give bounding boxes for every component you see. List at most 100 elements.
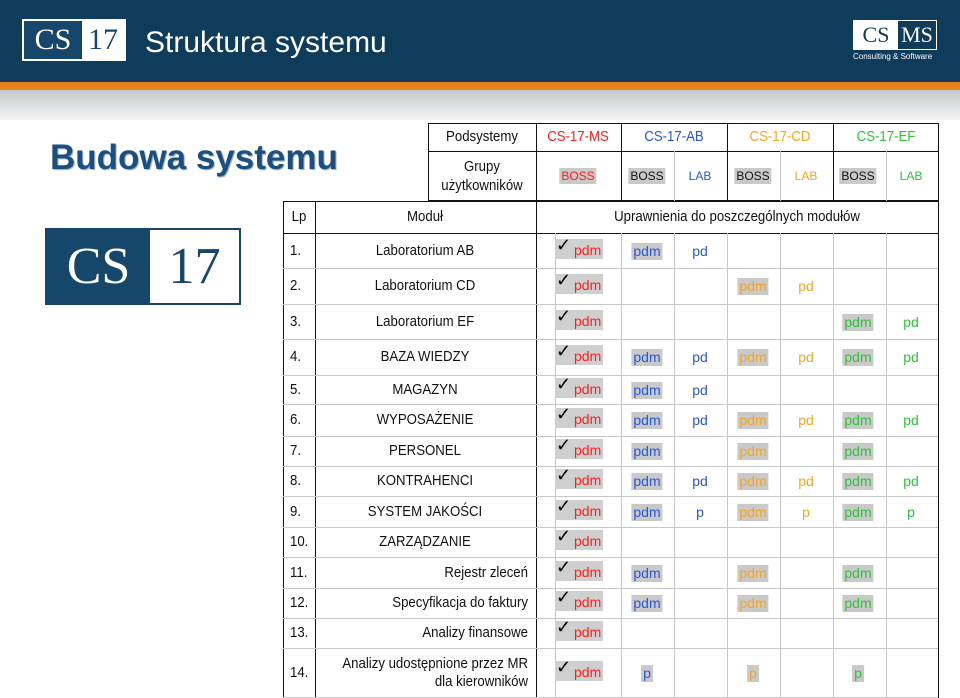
permission-value: pdm	[631, 381, 663, 399]
check-icon: ✓	[556, 465, 572, 485]
user-group-boss: BOSS	[559, 168, 597, 184]
table-border	[621, 123, 622, 201]
permission-value: p	[696, 503, 704, 520]
permission-value: pdm	[842, 473, 874, 490]
permission-value: pdm	[737, 473, 769, 490]
column-header-permissions: Uprawnienia do poszczególnych modułów	[614, 208, 860, 225]
table-border	[428, 123, 938, 124]
row-number: 3.	[290, 312, 302, 330]
module-name: Analizy finansowe	[422, 624, 528, 641]
user-group-lab: LAB	[794, 169, 818, 183]
permission-value: pdm	[631, 242, 663, 260]
table-border	[428, 123, 429, 201]
permission-value: pdm	[574, 533, 602, 549]
row-number: 9.	[290, 502, 302, 520]
table-gridline	[674, 233, 675, 698]
permission-value: pdm	[842, 564, 874, 582]
permission-value: pdm	[737, 278, 769, 295]
grey-stripe	[0, 90, 960, 120]
module-name: WYPOSAŻENIE	[376, 411, 474, 428]
check-icon: ✓	[556, 373, 572, 394]
table-gridline	[621, 233, 622, 698]
permission-value: pdm	[631, 349, 663, 366]
permission-value: pd	[903, 313, 919, 330]
check-icon: ✓	[556, 587, 572, 607]
permission-value: pdm	[631, 503, 663, 521]
check-icon: ✓	[556, 270, 572, 290]
page-title: Struktura systemu	[145, 26, 387, 59]
module-name: MAGAZYN	[392, 380, 458, 398]
module-name: SYSTEM JAKOŚCI	[367, 502, 483, 520]
header-bar: CS 17 Struktura systemu CS MS Consulting…	[0, 0, 960, 82]
csms-logo-subtitle: Consulting & Software	[853, 52, 933, 61]
table-row	[283, 588, 938, 589]
user-group-boss: BOSS	[628, 168, 666, 184]
table-border	[536, 123, 537, 201]
ms-permission-cell: ✓ pdm	[555, 657, 603, 681]
permission-value: pdm	[842, 412, 874, 429]
ms-permission-cell: ✓ pdm	[555, 374, 603, 398]
permission-value: pdm	[574, 472, 602, 488]
table-row	[283, 466, 938, 467]
check-icon: ✓	[556, 234, 572, 255]
ms-permission-cell: ✓ pdm	[555, 557, 603, 581]
check-icon: ✓	[556, 495, 572, 516]
permission-value: pd	[798, 349, 814, 365]
table-border	[938, 201, 939, 698]
ms-permission-cell: ✓ pdm	[555, 587, 603, 611]
permission-value: pdm	[574, 380, 602, 397]
ms-permission-cell: ✓ pdm	[555, 526, 603, 550]
cs17-logo: CS 17	[22, 19, 126, 61]
table-border	[428, 200, 938, 201]
permission-value: p	[852, 664, 864, 682]
permission-value: pdm	[574, 348, 602, 364]
row-number: 14.	[290, 663, 309, 681]
table-row	[283, 618, 938, 619]
row-number: 10.	[290, 533, 309, 550]
table-gridline	[727, 233, 728, 698]
logo-part-cs: CS	[47, 230, 150, 303]
row-number: 6.	[290, 411, 302, 428]
module-name: PERSONEL	[389, 442, 461, 459]
user-groups-label: użytkowników	[441, 177, 523, 194]
check-icon: ✓	[556, 556, 572, 577]
permission-value: pdm	[737, 412, 769, 429]
ms-permission-cell: ✓ pdm	[555, 465, 603, 489]
subsystem-header: CS-17-MS	[547, 128, 609, 145]
table-gridline	[886, 151, 887, 201]
permission-value: pdm	[842, 349, 874, 366]
accent-stripe	[0, 82, 960, 90]
column-header-module: Moduł	[407, 208, 443, 225]
permission-value: pd	[903, 473, 919, 489]
subsystem-header: CS-17-EF	[856, 128, 916, 145]
check-icon: ✓	[556, 656, 572, 677]
permission-value: pdm	[574, 442, 602, 458]
permission-value: pd	[692, 473, 708, 489]
permission-value: pdm	[842, 503, 874, 521]
table-gridline	[780, 151, 781, 201]
ms-permission-cell: ✓ pdm	[555, 404, 603, 428]
table-row	[283, 304, 938, 305]
subsystems-label: Podsystemy	[446, 128, 518, 145]
row-number: 8.	[290, 472, 302, 489]
row-number: 2.	[290, 277, 302, 294]
cs17-logo-large: CS 17	[45, 228, 241, 305]
subsystem-header: CS-17-AB	[644, 128, 704, 145]
table-border	[727, 123, 728, 201]
user-group-lab: LAB	[899, 169, 923, 183]
permission-value: pd	[692, 349, 708, 365]
permission-value: pdm	[737, 349, 769, 366]
module-name: ZARZĄDZANIE	[379, 533, 471, 550]
table-border	[283, 201, 938, 202]
permission-value: p	[907, 503, 915, 520]
ms-permission-cell: ✓ pdm	[555, 270, 603, 294]
user-group-boss: BOSS	[839, 168, 877, 184]
permission-value: pdm	[574, 241, 602, 258]
ms-permission-cell: ✓ pdm	[555, 496, 603, 520]
logo-part-cs: CS	[854, 21, 898, 49]
permission-value: pdm	[842, 313, 874, 331]
permission-value: pd	[903, 412, 919, 428]
table-row	[283, 339, 938, 340]
permission-value: pd	[798, 278, 814, 294]
permission-value: pd	[903, 349, 919, 365]
